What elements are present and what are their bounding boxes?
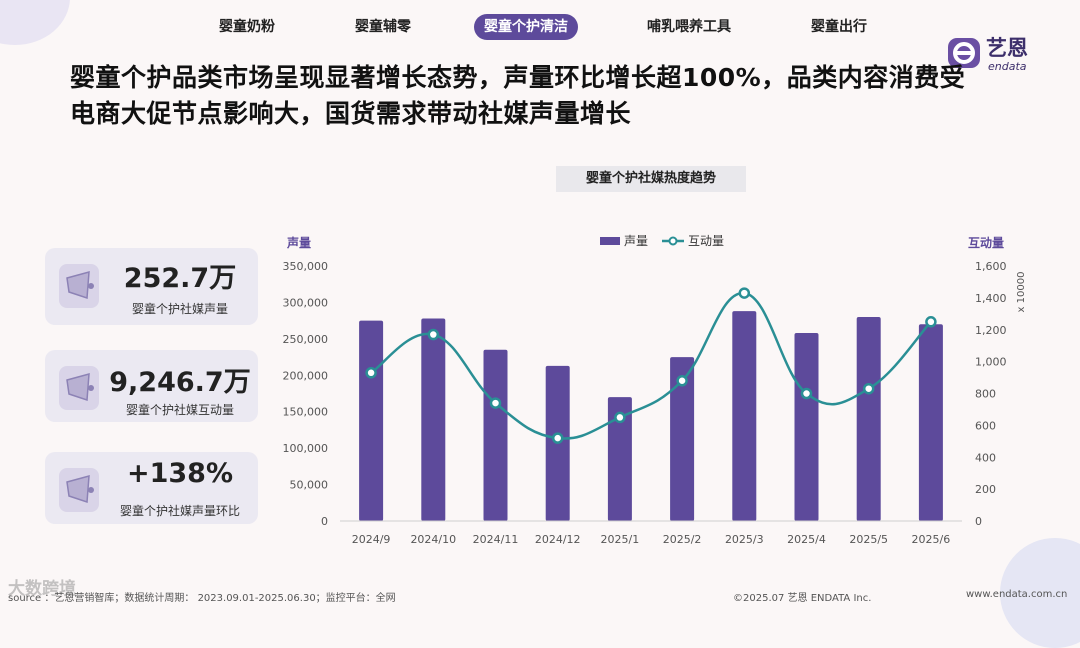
- y-right-tick-label: 1,400: [975, 292, 1007, 305]
- endata-logo-icon: [948, 38, 980, 68]
- tab-infant-travel[interactable]: 婴童出行: [811, 19, 867, 35]
- y-left-tick-label: 150,000: [283, 406, 329, 419]
- logo-text-en: endata: [988, 60, 1027, 73]
- website-link[interactable]: www.endata.com.cn: [966, 589, 1068, 600]
- y-right-axis-title: 互动量: [968, 236, 1004, 250]
- point-interaction: [427, 328, 440, 341]
- x-tick-label: 2025/2: [663, 533, 702, 546]
- y-right-tick-label: 1,200: [975, 324, 1007, 337]
- point-interaction: [738, 287, 751, 299]
- bar-volume: [359, 320, 384, 521]
- kpi-label: 婴童个护社媒声量: [131, 302, 228, 316]
- kpi-value: +138%: [126, 458, 234, 489]
- bar-volume: [483, 349, 508, 521]
- social-trend-chart: 350,000 300,000 250,000 200,000 150,000 100,0…: [283, 234, 1028, 546]
- page-headline: 婴童个护品类市场呈现显著增长态势，声量环比增长超100%，品类内容消费受电商大促…: [70, 63, 966, 128]
- y-right-tick-label: 1,600: [975, 260, 1007, 273]
- x-tick-label: 2025/5: [849, 533, 888, 546]
- tab-infant-snacks[interactable]: 婴童辅零: [355, 19, 411, 35]
- y-right-tick-label: 600: [975, 419, 996, 432]
- bar-volume: [856, 317, 881, 521]
- bar-volume: [732, 311, 757, 521]
- x-tick-label: 2025/4: [787, 533, 826, 546]
- legend-marker-interaction: [668, 236, 678, 246]
- bar-volume: [918, 324, 943, 521]
- y-right-multiplier: x 10000: [1016, 272, 1027, 313]
- x-tick-label: 2024/10: [410, 533, 456, 546]
- megaphone-icon: [59, 366, 99, 410]
- legend-swatch-volume: [600, 237, 620, 245]
- tab-infant-personal-care[interactable]: 婴童个护清洁: [474, 14, 578, 40]
- y-left-tick-label: 100,000: [283, 442, 329, 455]
- bar-volume: [670, 357, 695, 521]
- y-left-tick-label: 350,000: [283, 260, 329, 273]
- copyright: ©2025.07 艺恩 ENDATA Inc.: [733, 593, 872, 604]
- kpi-card-growth: +138% 婴童个护社媒声量环比: [45, 452, 258, 524]
- point-interaction: [862, 382, 875, 395]
- bar-volume: [794, 333, 819, 521]
- y-right-tick-label: 800: [975, 388, 996, 401]
- x-tick-label: 2025/3: [725, 533, 764, 546]
- x-tick-label: 2025/1: [601, 533, 640, 546]
- y-right-tick-label: 400: [975, 451, 996, 464]
- kpi-label: 婴童个护社媒互动量: [125, 403, 234, 417]
- bar-volume: [607, 397, 632, 521]
- watermark: 大数跨境: [8, 579, 76, 599]
- tab-infant-formula[interactable]: 婴童奶粉: [219, 19, 275, 35]
- chart-title: 婴童个护社媒热度趋势: [556, 166, 746, 192]
- point-interaction: [614, 411, 626, 424]
- y-right-tick-label: 0: [975, 515, 982, 528]
- y-left-tick-label: 250,000: [283, 333, 329, 346]
- y-left-tick-label: 0: [321, 515, 328, 528]
- x-tick-label: 2024/11: [473, 533, 519, 546]
- bar-volume: [421, 318, 446, 521]
- kpi-card-interaction: 9,246.7万 婴童个护社媒互动量: [45, 350, 258, 422]
- y-left-tick-label: 50,000: [290, 479, 329, 492]
- logo-text-cn: 艺恩: [986, 36, 1028, 60]
- kpi-value: 9,246.7万: [109, 367, 251, 398]
- y-right-tick-label: 200: [975, 483, 996, 496]
- point-interaction: [551, 432, 564, 444]
- endata-logo: 艺恩 endata: [946, 30, 1051, 76]
- point-interaction: [925, 316, 937, 328]
- y-left-tick-label: 200,000: [283, 369, 329, 382]
- point-interaction: [489, 397, 502, 409]
- x-tick-label: 2024/9: [352, 533, 391, 546]
- line-interaction: [370, 291, 932, 440]
- y-left-axis-title: 声量: [286, 235, 311, 250]
- tab-feeding-tools[interactable]: 哺乳喂养工具: [647, 19, 731, 35]
- point-interaction: [676, 375, 688, 387]
- y-right-tick-label: 1,000: [975, 356, 1007, 369]
- kpi-card-volume: 252.7万 婴童个护社媒声量: [45, 248, 258, 325]
- kpi-value: 252.7万: [123, 263, 237, 294]
- legend-label-interaction: 互动量: [688, 234, 724, 248]
- legend-label-volume: 声量: [624, 234, 648, 248]
- x-tick-label: 2024/12: [535, 533, 581, 546]
- megaphone-icon: [59, 468, 99, 512]
- y-left-tick-label: 300,000: [283, 296, 329, 309]
- megaphone-icon: [59, 264, 99, 308]
- point-interaction: [365, 367, 377, 379]
- category-nav: 婴童奶粉 婴童辅零 婴童个护清洁 哺乳喂养工具 婴童出行: [0, 14, 1080, 42]
- point-interaction: [800, 387, 813, 400]
- source-note: source ：艺恩营销智库；数据统计周期： 2023.09.01-2025.0…: [8, 593, 396, 604]
- kpi-label: 婴童个护社媒声量环比: [119, 504, 240, 518]
- x-tick-label: 2025/6: [912, 533, 951, 546]
